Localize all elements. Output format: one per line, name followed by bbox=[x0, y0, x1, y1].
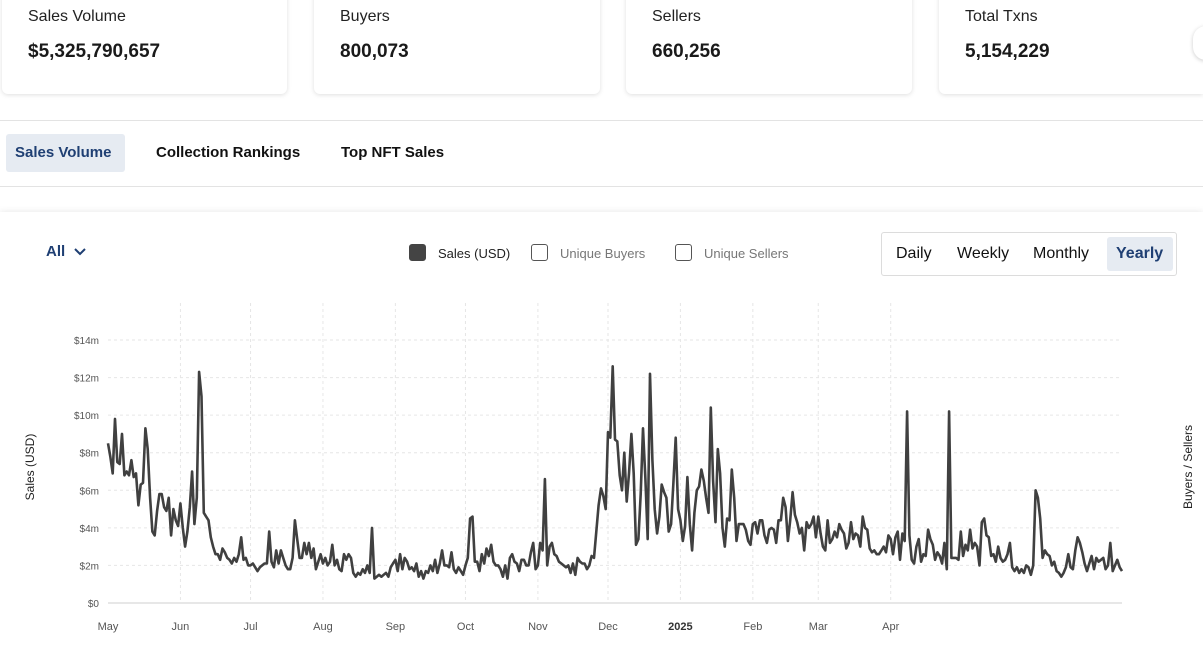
legend-label: Unique Sellers bbox=[704, 246, 789, 261]
x-tick-label: Jul bbox=[243, 621, 257, 633]
tab-sales-volume[interactable]: Sales Volume bbox=[6, 134, 125, 172]
x-tick-label: Aug bbox=[313, 621, 333, 633]
scroll-right-button[interactable] bbox=[1193, 26, 1203, 60]
x-tick-label: Mar bbox=[809, 621, 828, 633]
stat-label: Buyers bbox=[340, 8, 390, 25]
x-tick-label: Jun bbox=[172, 621, 190, 633]
divider bbox=[0, 120, 1203, 121]
legend-label: Unique Buyers bbox=[560, 246, 646, 261]
chart-panel bbox=[0, 212, 1203, 646]
series-line-sales-usd bbox=[106, 364, 1124, 580]
chevron-down-icon bbox=[74, 248, 86, 256]
checkbox-unchecked-icon[interactable] bbox=[675, 244, 692, 261]
y-tick-label: $14m bbox=[74, 336, 99, 347]
stat-card-sales-volume: Sales Volume $5,325,790,657 bbox=[2, 0, 287, 94]
x-tick-label: Dec bbox=[598, 621, 618, 633]
chart-series bbox=[106, 364, 1124, 580]
checkbox-checked-icon[interactable] bbox=[409, 244, 426, 261]
y-axis-ticks: $0 $2m $4m $6m $8m $10m $12m $14m bbox=[74, 336, 99, 610]
stat-label: Sales Volume bbox=[28, 8, 126, 25]
checkbox-unchecked-icon[interactable] bbox=[531, 244, 548, 261]
y-tick-label: $0 bbox=[88, 599, 100, 610]
x-tick-label: Feb bbox=[743, 621, 762, 633]
x-tick-label: Oct bbox=[457, 621, 474, 633]
y-tick-label: $8m bbox=[80, 449, 99, 460]
y-tick-label: $4m bbox=[80, 524, 99, 535]
x-tick-label: Nov bbox=[528, 621, 548, 633]
range-monthly-button[interactable]: Monthly bbox=[1033, 245, 1090, 262]
y-tick-label: $2m bbox=[80, 561, 99, 572]
range-yearly-button[interactable]: Yearly bbox=[1107, 237, 1173, 271]
stat-card-total-txns: Total Txns 5,154,229 bbox=[939, 0, 1203, 94]
filter-label: All bbox=[46, 243, 66, 260]
x-axis-ticks: May Jun Jul Aug Sep Oct Nov Dec 2025 Feb Mar Apr bbox=[98, 621, 900, 633]
stat-value: 800,073 bbox=[340, 41, 409, 62]
x-tick-label: Sep bbox=[386, 621, 406, 633]
stat-value: 5,154,229 bbox=[965, 41, 1050, 62]
x-tick-label: Apr bbox=[882, 621, 899, 633]
collection-filter-dropdown[interactable]: All bbox=[46, 243, 86, 260]
legend-label: Sales (USD) bbox=[438, 246, 511, 261]
stat-card-sellers: Sellers 660,256 bbox=[626, 0, 912, 94]
divider bbox=[0, 186, 1203, 187]
stat-card-buyers: Buyers 800,073 bbox=[314, 0, 600, 94]
y-tick-label: $10m bbox=[74, 411, 99, 422]
stat-value: $5,325,790,657 bbox=[28, 41, 161, 62]
stat-value: 660,256 bbox=[652, 41, 721, 62]
tab-collection-rankings[interactable]: Collection Rankings bbox=[156, 144, 301, 161]
y-tick-label: $12m bbox=[74, 374, 99, 385]
x-tick-label: 2025 bbox=[668, 621, 692, 633]
time-range-selector: Daily Weekly Monthly Yearly bbox=[881, 232, 1177, 276]
range-daily-button[interactable]: Daily bbox=[896, 245, 932, 262]
chart-grid bbox=[108, 303, 1122, 604]
stat-label: Sellers bbox=[652, 8, 701, 25]
stat-label: Total Txns bbox=[965, 8, 1038, 25]
range-weekly-button[interactable]: Weekly bbox=[957, 245, 1010, 262]
tab-top-nft-sales[interactable]: Top NFT Sales bbox=[341, 144, 445, 161]
x-tick-label: May bbox=[98, 621, 119, 633]
y-tick-label: $6m bbox=[80, 486, 99, 497]
